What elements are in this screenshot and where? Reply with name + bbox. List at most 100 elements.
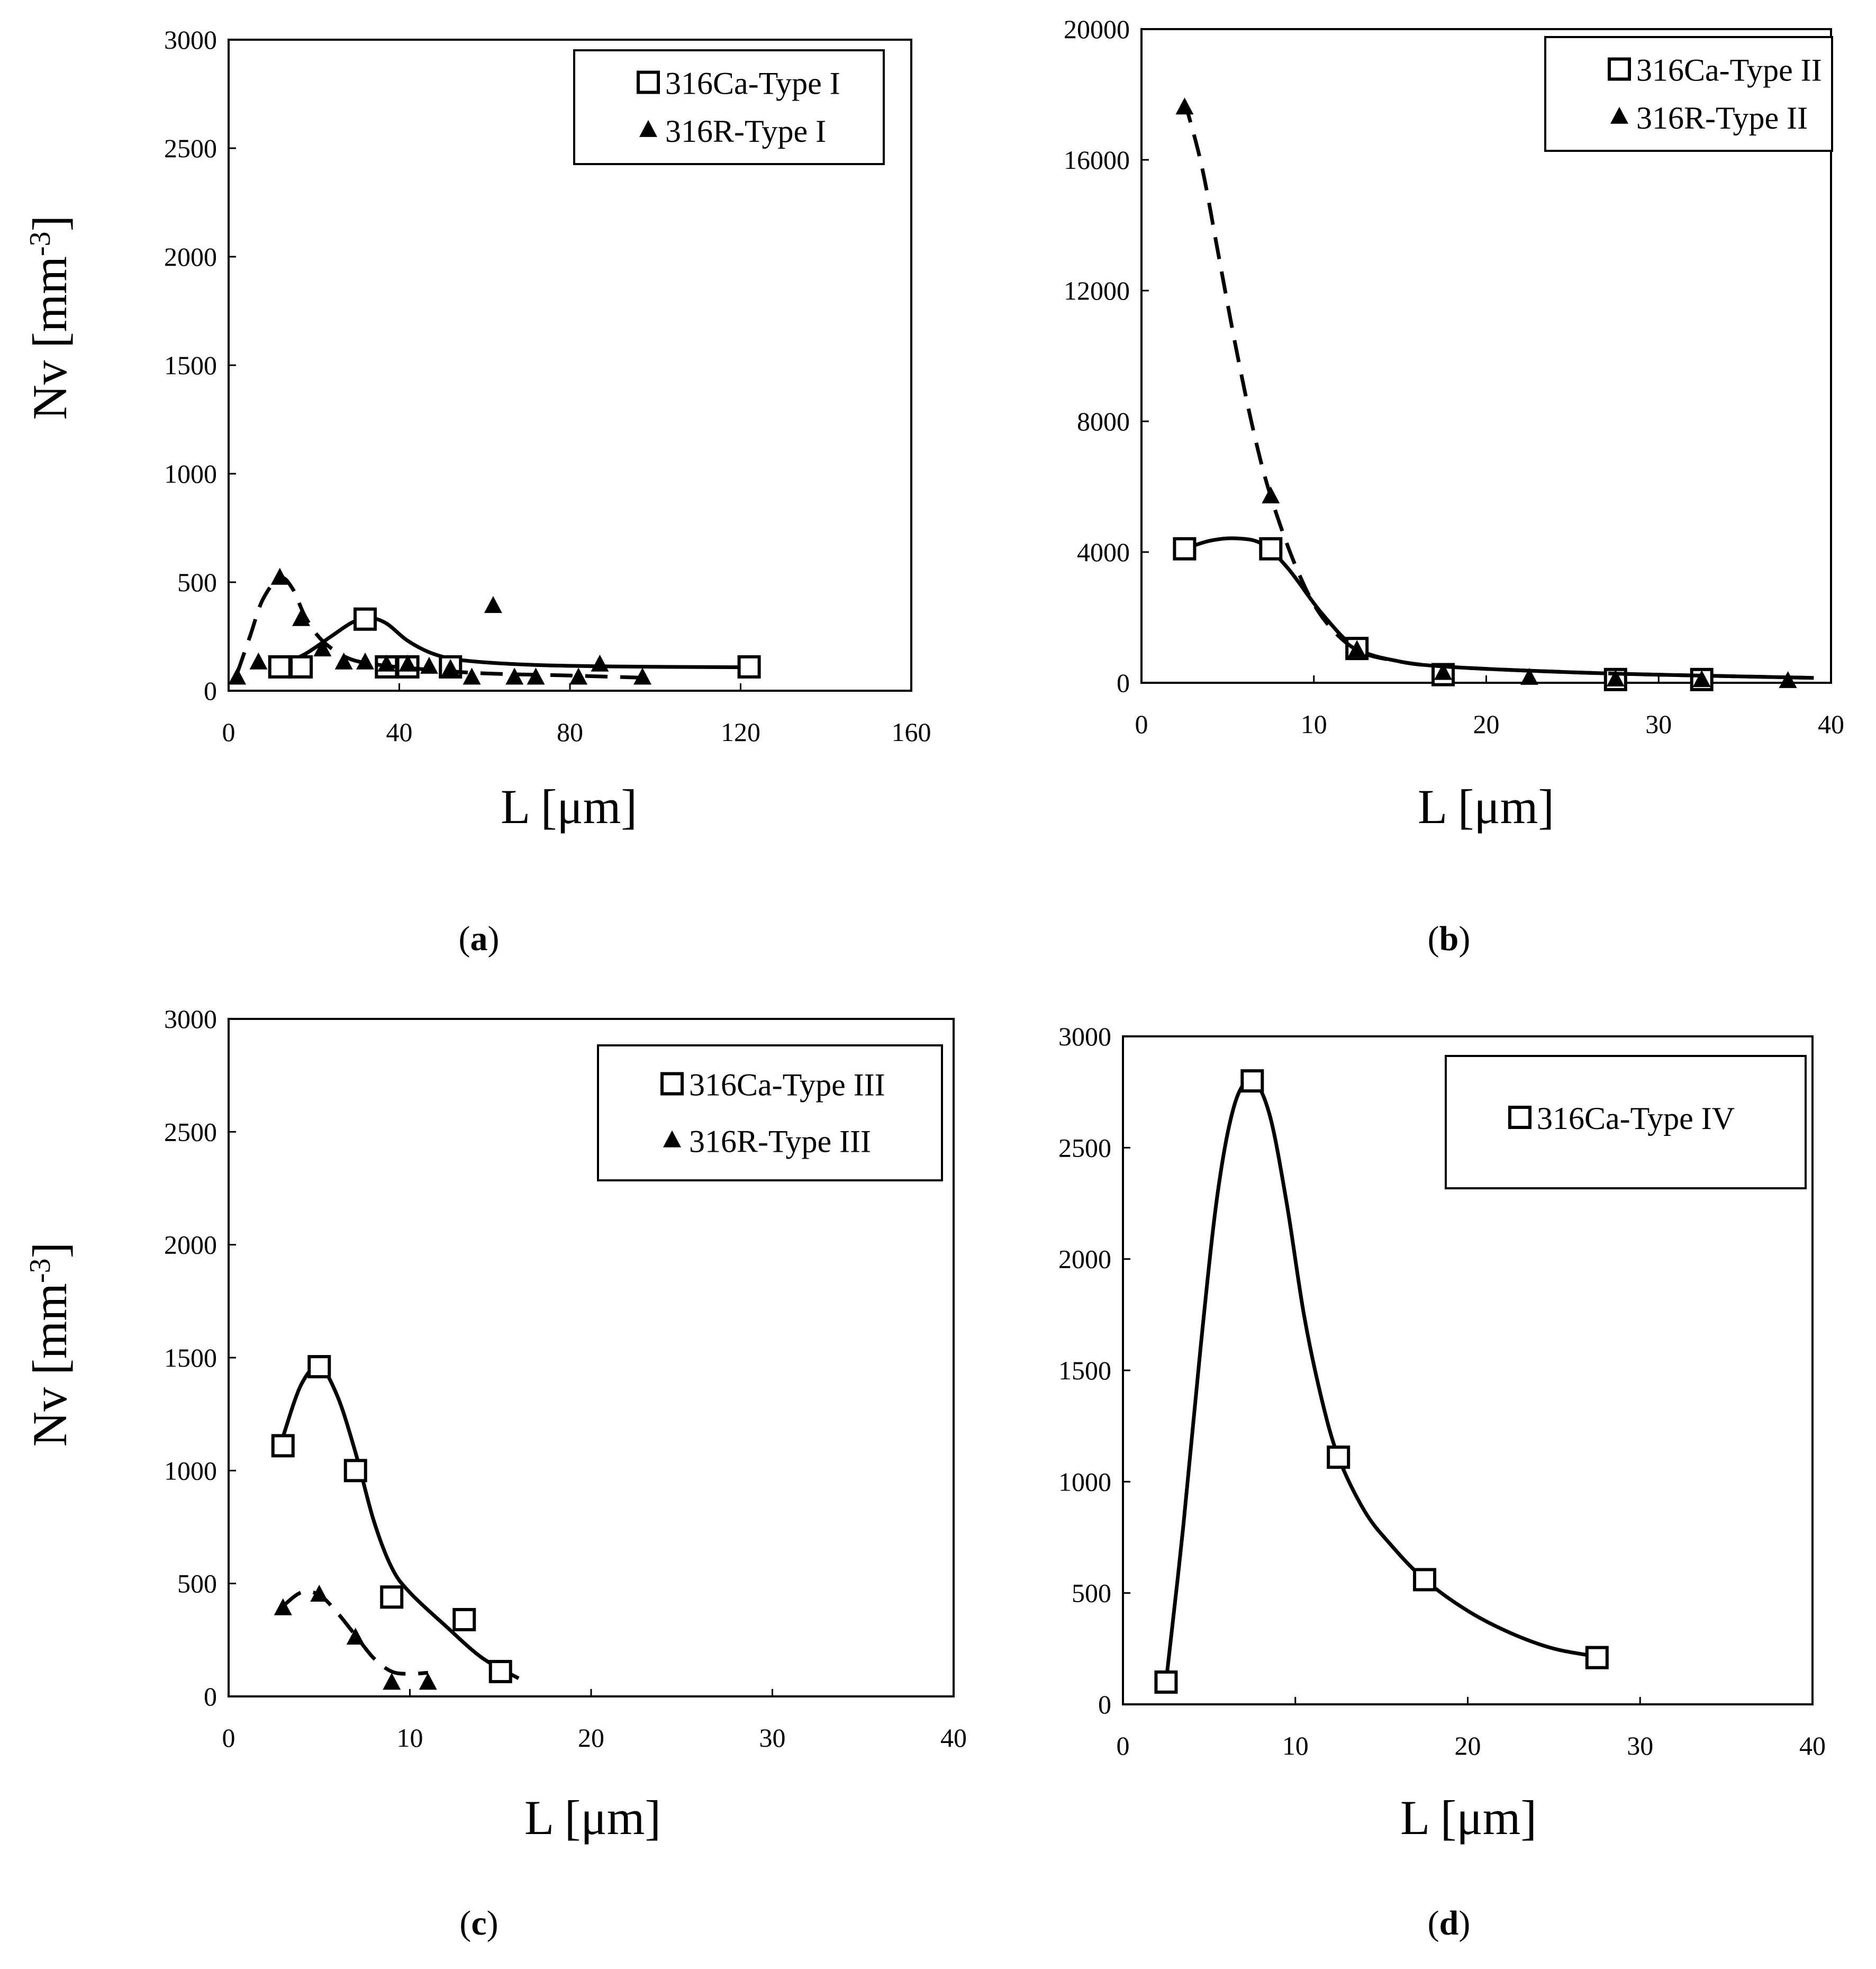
x-tick-label: 30 <box>759 1723 786 1753</box>
x-tick-label: 40 <box>1799 1731 1826 1760</box>
data-point <box>420 656 438 674</box>
legend-marker <box>660 1072 684 1096</box>
legend-marker <box>1610 106 1628 124</box>
x-tick-label: 10 <box>397 1723 423 1753</box>
data-point <box>289 655 313 679</box>
legend-box <box>597 1044 943 1181</box>
legend-entry-label: 316R-Type III <box>689 1124 871 1159</box>
y-tick-label: 1000 <box>1058 1467 1111 1496</box>
legend: 316Ca-Type III 316R-Type III <box>597 1044 943 1181</box>
y-tick-label: 500 <box>1072 1578 1111 1608</box>
x-tick-label: 80 <box>557 717 583 747</box>
legend-entry-label: 316R-Type I <box>665 114 826 149</box>
legend-marker <box>637 70 660 94</box>
data-point <box>346 1628 365 1645</box>
data-point <box>505 667 524 685</box>
x-tick-label: 40 <box>386 717 413 747</box>
data-point <box>1259 537 1283 561</box>
legend: 316Ca-Type II 316R-Type II <box>1544 36 1833 152</box>
series-ca <box>1154 1069 1609 1694</box>
y-tick-label: 2500 <box>164 133 217 163</box>
data-point <box>569 667 588 685</box>
chart-panel-a: 0 500 1000 1500 2000 2500 3000 0 40 80 120 160 L [μm… <box>23 25 931 958</box>
data-point <box>1154 1670 1178 1694</box>
panel-caption: (a) <box>459 919 500 958</box>
legend-marker <box>663 1130 681 1148</box>
legend-entry-label: 316R-Type II <box>1636 101 1808 136</box>
legend-marker <box>639 120 657 137</box>
data-point <box>1173 537 1197 561</box>
y-axis-label: Nv [mm-3] <box>23 215 77 420</box>
series-ca <box>271 1355 520 1684</box>
series-r <box>1175 97 1814 688</box>
y-tick-label: 12000 <box>1064 276 1130 305</box>
x-tick-label: 160 <box>892 717 931 747</box>
x-axis-label: L [μm] <box>1400 1791 1537 1845</box>
legend-entry-label: 316Ca-Type II <box>1636 53 1822 88</box>
data-point <box>334 652 353 670</box>
data-point <box>1240 1069 1264 1093</box>
x-tick-label: 30 <box>1627 1731 1653 1760</box>
chart-panel-c: 0 500 1000 1500 2000 2500 3000 0 10 20 30 40 L [μm] N… <box>23 1004 967 1943</box>
x-tick-label: 40 <box>1818 709 1844 739</box>
legend: 316Ca-Type I 316R-Type I <box>573 49 885 165</box>
data-point <box>633 667 652 685</box>
y-tick-label: 8000 <box>1077 407 1130 436</box>
data-point <box>383 1673 401 1690</box>
y-tick-label: 3000 <box>164 1004 217 1034</box>
data-point <box>271 1434 295 1458</box>
legend-box <box>573 49 885 165</box>
data-point <box>527 667 545 685</box>
panel-caption: (b) <box>1428 919 1471 958</box>
y-tick-label: 500 <box>177 567 217 597</box>
data-point <box>380 1585 404 1609</box>
data-point <box>249 652 268 670</box>
data-point <box>591 654 609 672</box>
data-point <box>343 1459 367 1483</box>
x-tick-label: 10 <box>1282 1731 1309 1760</box>
data-point <box>310 1585 329 1602</box>
data-point <box>1413 1568 1437 1592</box>
panel-caption: (c) <box>459 1904 498 1943</box>
y-tick-label: 1000 <box>164 1456 217 1485</box>
x-tick-label: 0 <box>222 1723 235 1753</box>
x-tick-label: 0 <box>222 717 235 747</box>
y-axis-label: Nv [mm-3] <box>23 1242 77 1447</box>
y-tick-label: 2500 <box>164 1117 217 1146</box>
legend-box <box>1544 36 1833 152</box>
data-point <box>463 667 481 685</box>
data-point <box>1520 667 1538 685</box>
data-point <box>1692 670 1711 688</box>
chart-panel-b: 0 4000 8000 12000 16000 20000 0 10 20 30 40 L [μm] 3… <box>1064 14 1844 958</box>
data-point <box>228 667 247 685</box>
data-point <box>488 1660 512 1684</box>
data-point <box>268 655 292 679</box>
series-fit-line <box>1164 1079 1598 1683</box>
y-tick-label: 1000 <box>164 459 217 489</box>
y-tick-label: 0 <box>204 676 217 706</box>
data-point <box>1779 671 1797 688</box>
chart-panel-d: 0 500 1000 1500 2000 2500 3000 0 10 20 30 40 L [μm] 3… <box>1058 1022 1826 1943</box>
data-point <box>398 654 417 672</box>
x-axis-label: L [μm] <box>1418 780 1554 834</box>
data-point <box>354 607 377 631</box>
data-point <box>1585 1646 1609 1669</box>
data-point <box>1606 669 1625 687</box>
series-r <box>274 1585 437 1690</box>
y-tick-label: 20000 <box>1064 14 1130 44</box>
series-fit-line <box>281 1365 520 1680</box>
x-tick-label: 0 <box>1117 1731 1130 1760</box>
data-point <box>1262 486 1280 504</box>
y-tick-label: 16000 <box>1064 145 1130 175</box>
legend-box <box>1445 1055 1807 1189</box>
x-tick-label: 120 <box>721 717 760 747</box>
y-tick-label: 1500 <box>164 1343 217 1372</box>
series-fit-line <box>1183 100 1814 680</box>
data-point <box>307 1355 331 1379</box>
data-point <box>1327 1446 1351 1469</box>
x-tick-label: 40 <box>940 1723 967 1753</box>
legend: 316Ca-Type IV <box>1445 1055 1807 1189</box>
data-point <box>1434 663 1453 680</box>
y-tick-label: 2000 <box>1058 1244 1111 1274</box>
y-tick-label: 3000 <box>164 25 217 55</box>
